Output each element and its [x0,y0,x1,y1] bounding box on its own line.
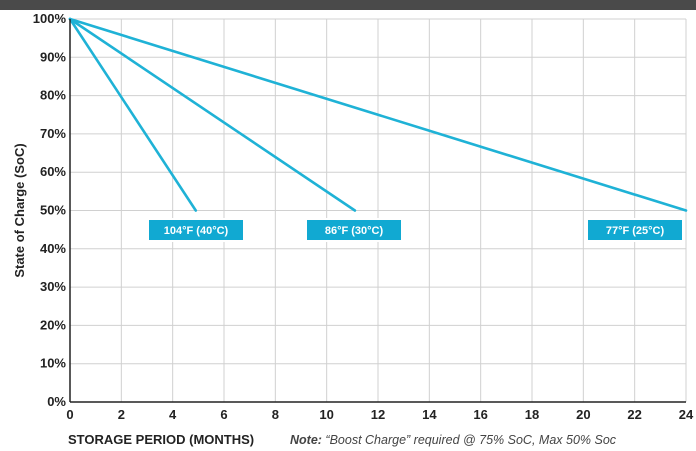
x-tick-label: 20 [576,407,590,422]
top-band [0,0,696,10]
y-tick-label: 30% [40,279,66,294]
series-badge-box [586,218,684,242]
series-badge-box [147,218,245,242]
x-tick-label: 12 [371,407,385,422]
series-badge-box [305,218,403,242]
y-tick-label: 0% [47,394,66,409]
y-axis-label: State of Charge (SoC) [12,143,27,277]
y-tick-label: 70% [40,126,66,141]
series-badge-2: 77°F (25°C) [586,218,684,242]
x-tick-label: 18 [525,407,539,422]
series-line-1 [68,17,357,212]
x-tick-label: 6 [220,407,227,422]
x-tick-label: 0 [66,407,73,422]
y-tick-label: 10% [40,356,66,371]
series-badge-label: 77°F (25°C) [606,225,665,237]
y-tick-label: 100% [33,11,67,26]
y-tick-label: 50% [40,203,66,218]
y-tick-label: 90% [40,49,66,64]
y-tick-label: 80% [40,88,66,103]
y-tick-label: 20% [40,317,66,332]
grid [69,18,687,403]
y-tick-label: 60% [40,164,66,179]
series-badge-1: 86°F (30°C) [305,218,403,242]
x-tick-label: 24 [679,407,694,422]
y-tick-label: 40% [40,241,66,256]
x-tick-label: 16 [473,407,487,422]
series-lines [68,17,688,212]
series-badge-label: 86°F (30°C) [325,225,384,237]
axes [69,19,686,403]
x-tick-label: 22 [627,407,641,422]
y-tick-labels: 0% 10% 20% 30% 40% 50% 60% 70% 80% 90% 100% [33,11,67,409]
x-axis-label: STORAGE PERIOD (MONTHS) [68,432,254,447]
series-badge-label: 104°F (40°C) [164,225,229,237]
series-badge-0: 104°F (40°C) [147,218,245,242]
series-badges: 104°F (40°C) 86°F (30°C) 77°F (25°C) [147,218,684,242]
series-line-2 [68,17,688,212]
chart-note-lead: Note: [290,433,322,447]
chart-note: Note: “Boost Charge” required @ 75% SoC,… [290,433,617,447]
x-tick-label: 14 [422,407,437,422]
x-tick-label: 2 [118,407,125,422]
x-tick-label: 8 [272,407,279,422]
x-tick-labels: 0 2 4 6 8 10 12 14 16 18 20 22 24 [66,407,694,422]
series-line-0 [68,17,198,212]
x-tick-label: 4 [169,407,177,422]
chart-note-text: “Boost Charge” required @ 75% SoC, Max 5… [322,433,617,447]
x-tick-label: 10 [319,407,333,422]
